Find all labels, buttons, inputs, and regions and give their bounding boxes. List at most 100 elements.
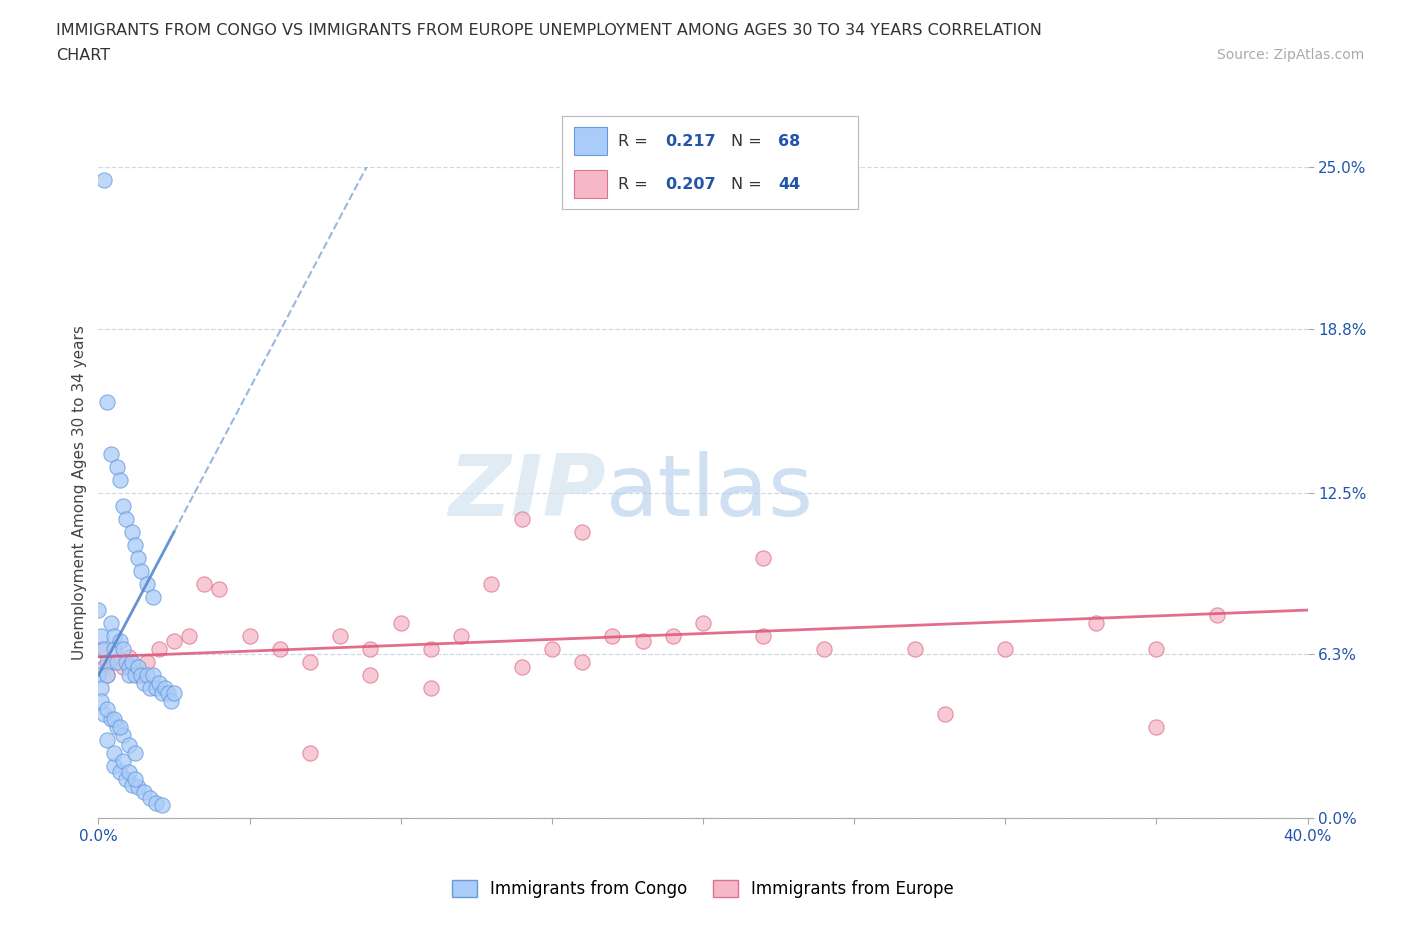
Point — [93, 173, 115, 188]
Point — [752, 551, 775, 565]
Point — [360, 642, 382, 657]
Point — [108, 472, 131, 487]
Point — [111, 660, 134, 675]
Point — [87, 668, 110, 683]
Point — [329, 629, 352, 644]
Point — [96, 394, 118, 409]
Point — [111, 727, 134, 742]
Point — [156, 686, 179, 701]
Point — [692, 616, 714, 631]
Text: N =: N = — [731, 134, 766, 149]
Point — [269, 642, 291, 657]
Point — [105, 459, 128, 474]
Point — [1144, 642, 1167, 657]
Point — [96, 668, 118, 683]
Point — [96, 655, 118, 670]
Point — [121, 777, 143, 792]
Text: N =: N = — [731, 177, 766, 192]
Point — [132, 785, 155, 800]
Point — [360, 668, 382, 683]
Point — [139, 790, 162, 805]
Point — [934, 707, 956, 722]
Point — [160, 694, 183, 709]
Point — [87, 603, 110, 618]
Point — [124, 538, 146, 552]
Point — [540, 642, 562, 657]
Point — [105, 720, 128, 735]
Point — [124, 746, 146, 761]
Point — [111, 642, 134, 657]
Point — [142, 590, 165, 604]
Point — [752, 629, 775, 644]
Point — [96, 733, 118, 748]
Text: CHART: CHART — [56, 48, 110, 63]
Point — [129, 564, 152, 578]
Point — [1206, 608, 1229, 623]
Point — [813, 642, 835, 657]
Point — [661, 629, 683, 644]
Text: IMMIGRANTS FROM CONGO VS IMMIGRANTS FROM EUROPE UNEMPLOYMENT AMONG AGES 30 TO 34: IMMIGRANTS FROM CONGO VS IMMIGRANTS FROM… — [56, 23, 1042, 38]
Point — [127, 660, 149, 675]
Point — [132, 675, 155, 690]
Point — [389, 616, 412, 631]
Point — [148, 675, 170, 690]
Point — [177, 629, 201, 644]
Point — [602, 629, 624, 644]
Point — [631, 634, 654, 649]
Point — [904, 642, 927, 657]
Point — [118, 649, 141, 664]
Point — [103, 712, 125, 727]
Point — [114, 512, 136, 526]
Point — [118, 660, 141, 675]
Point — [153, 681, 176, 696]
Point — [90, 694, 112, 709]
Point — [481, 577, 503, 591]
Point — [103, 759, 125, 774]
Point — [108, 764, 131, 779]
Point — [103, 746, 125, 761]
Point — [193, 577, 215, 591]
Point — [142, 668, 165, 683]
Text: R =: R = — [619, 177, 654, 192]
Point — [148, 642, 170, 657]
Point — [111, 753, 134, 768]
Point — [208, 582, 231, 597]
Point — [121, 525, 143, 539]
Point — [299, 746, 322, 761]
Point — [994, 642, 1017, 657]
Point — [150, 686, 173, 701]
Point — [127, 551, 149, 565]
Point — [108, 720, 131, 735]
Point — [114, 772, 136, 787]
Text: 68: 68 — [778, 134, 800, 149]
Point — [96, 701, 118, 716]
Point — [118, 738, 141, 753]
Point — [419, 681, 441, 696]
Point — [100, 712, 122, 727]
Point — [127, 668, 149, 683]
Bar — [574, 127, 607, 155]
Point — [163, 686, 186, 701]
Point — [1144, 720, 1167, 735]
Point — [124, 772, 146, 787]
Point — [145, 681, 167, 696]
Point — [239, 629, 262, 644]
Point — [135, 668, 157, 683]
Point — [1085, 616, 1108, 631]
Point — [118, 764, 141, 779]
Point — [103, 655, 125, 670]
Point — [118, 668, 141, 683]
Point — [103, 629, 125, 644]
Bar — [574, 170, 607, 198]
Point — [150, 798, 173, 813]
Point — [139, 681, 162, 696]
Point — [108, 634, 131, 649]
Point — [100, 446, 122, 461]
Point — [93, 707, 115, 722]
Point — [124, 668, 146, 683]
Point — [419, 642, 441, 657]
Point — [571, 655, 593, 670]
Legend: Immigrants from Congo, Immigrants from Europe: Immigrants from Congo, Immigrants from E… — [446, 873, 960, 905]
Point — [127, 779, 149, 794]
Point — [135, 577, 157, 591]
